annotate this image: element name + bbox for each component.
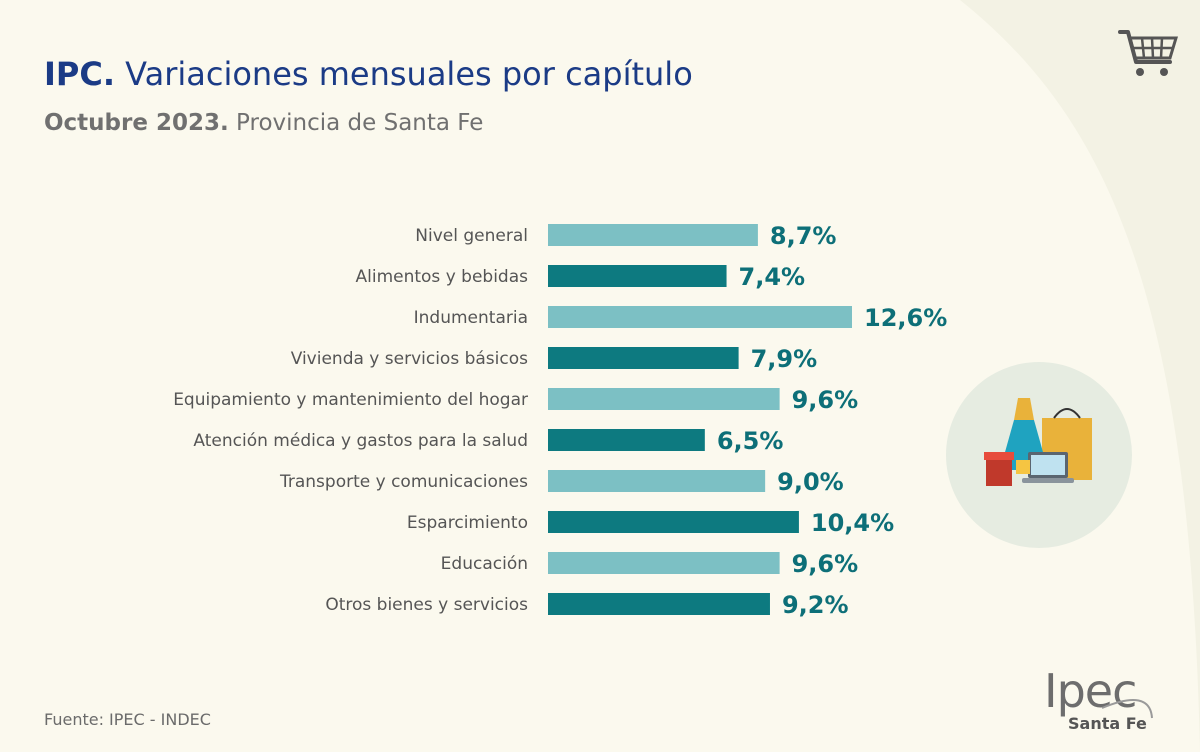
value-label: 9,2% bbox=[782, 591, 849, 619]
bar bbox=[548, 511, 799, 533]
bar bbox=[548, 224, 758, 246]
ipec-logo: Ipec bbox=[1044, 664, 1137, 718]
bar bbox=[548, 429, 705, 451]
title-bold: IPC. bbox=[44, 55, 115, 93]
category-label: Esparcimiento bbox=[407, 513, 528, 533]
value-label: 10,4% bbox=[811, 509, 894, 537]
value-label: 9,6% bbox=[792, 386, 859, 414]
category-label: Educación bbox=[441, 554, 528, 574]
bar bbox=[548, 265, 727, 287]
bar bbox=[548, 593, 770, 615]
category-label: Vivienda y servicios básicos bbox=[291, 349, 528, 369]
category-label: Alimentos y bebidas bbox=[356, 267, 529, 287]
source-note: Fuente: IPEC - INDEC bbox=[44, 710, 211, 729]
value-label: 7,9% bbox=[751, 345, 818, 373]
subtitle-bold: Octubre 2023. bbox=[44, 110, 229, 136]
bar bbox=[548, 306, 852, 328]
title-rest: Variaciones mensuales por capítulo bbox=[125, 55, 693, 93]
category-label: Transporte y comunicaciones bbox=[279, 472, 528, 492]
value-label: 12,6% bbox=[864, 304, 947, 332]
shopping-cart-icon bbox=[1118, 30, 1178, 76]
logo-swoosh-icon bbox=[1101, 699, 1153, 719]
bar bbox=[548, 552, 780, 574]
value-label: 9,6% bbox=[792, 550, 859, 578]
subtitle-rest: Provincia de Santa Fe bbox=[236, 110, 484, 136]
category-label: Otros bienes y servicios bbox=[325, 595, 528, 615]
category-label: Atención médica y gastos para la salud bbox=[193, 431, 528, 451]
chart-subtitle: Octubre 2023. Provincia de Santa Fe bbox=[44, 110, 693, 136]
bar bbox=[548, 347, 739, 369]
category-label: Nivel general bbox=[415, 226, 528, 246]
value-label: 8,7% bbox=[770, 222, 837, 250]
header: IPC. Variaciones mensuales por capítulo … bbox=[44, 54, 693, 136]
value-label: 7,4% bbox=[739, 263, 806, 291]
shopping-items-icon bbox=[946, 362, 1132, 548]
chart-title: IPC. Variaciones mensuales por capítulo bbox=[44, 54, 693, 94]
bar bbox=[548, 388, 780, 410]
value-label: 6,5% bbox=[717, 427, 784, 455]
bar bbox=[548, 470, 766, 492]
logo-subtitle: Santa Fe bbox=[1068, 714, 1147, 733]
value-label: 9,0% bbox=[777, 468, 844, 496]
category-label: Indumentaria bbox=[414, 308, 528, 328]
category-label: Equipamiento y mantenimiento del hogar bbox=[173, 390, 528, 410]
